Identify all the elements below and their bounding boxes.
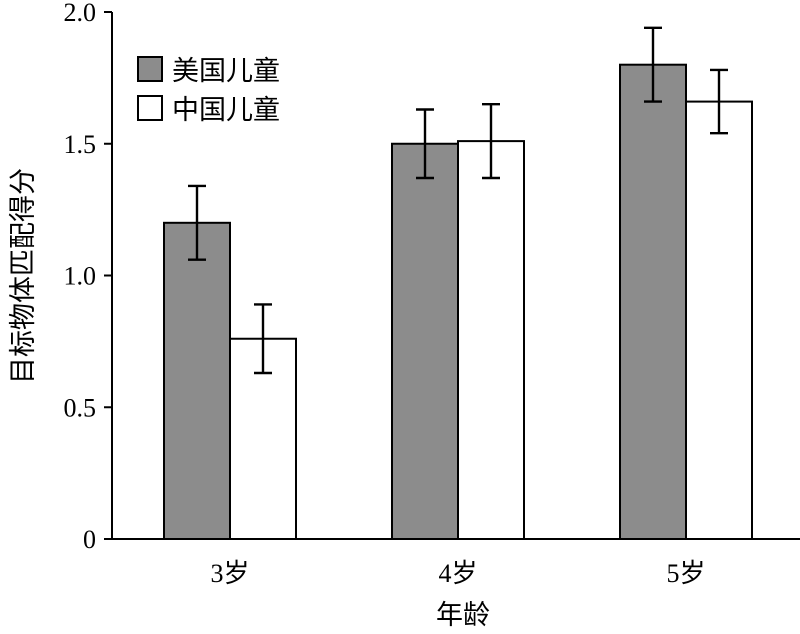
bars-layer (163, 63, 753, 541)
bar-1-1 (457, 140, 525, 541)
y-tick-label: 1.5 (64, 130, 97, 159)
y-tick-label: 0.5 (64, 393, 97, 422)
bar-0-0 (163, 221, 231, 541)
x-axis-title: 年龄 (436, 600, 490, 631)
legend-label-cn: 中国儿童 (172, 95, 280, 126)
bar-2-0 (619, 63, 687, 540)
y-ticks: 0 0.5 1.0 1.5 2.0 (64, 0, 112, 554)
error-bar-1-0 (416, 108, 434, 180)
error-bar-0-0 (188, 184, 206, 261)
y-tick-label: 1.0 (64, 262, 97, 291)
error-bar-2-1 (710, 68, 728, 135)
x-tick-label: 3岁 (210, 559, 249, 588)
y-tick-label: 2.0 (64, 0, 97, 27)
legend-label-us: 美国儿童 (172, 56, 280, 87)
x-ticks: 3岁 4岁 5岁 (210, 559, 705, 588)
bar-1-0 (391, 142, 459, 540)
y-axis-title: 目标物体匹配得分 (8, 168, 39, 384)
x-tick-label: 5岁 (666, 559, 705, 588)
legend-swatch-us (137, 56, 163, 82)
error-bar-1-1 (482, 103, 500, 180)
legend-swatch-cn (137, 95, 163, 121)
error-bars-layer (188, 26, 728, 375)
legend: 美国儿童 中国儿童 (137, 56, 280, 126)
error-bar-2-0 (644, 26, 662, 103)
x-tick-label: 4岁 (438, 559, 477, 588)
error-bar-0-1 (254, 303, 272, 375)
y-tick-label: 0 (83, 525, 96, 554)
bar-2-1 (685, 100, 753, 540)
